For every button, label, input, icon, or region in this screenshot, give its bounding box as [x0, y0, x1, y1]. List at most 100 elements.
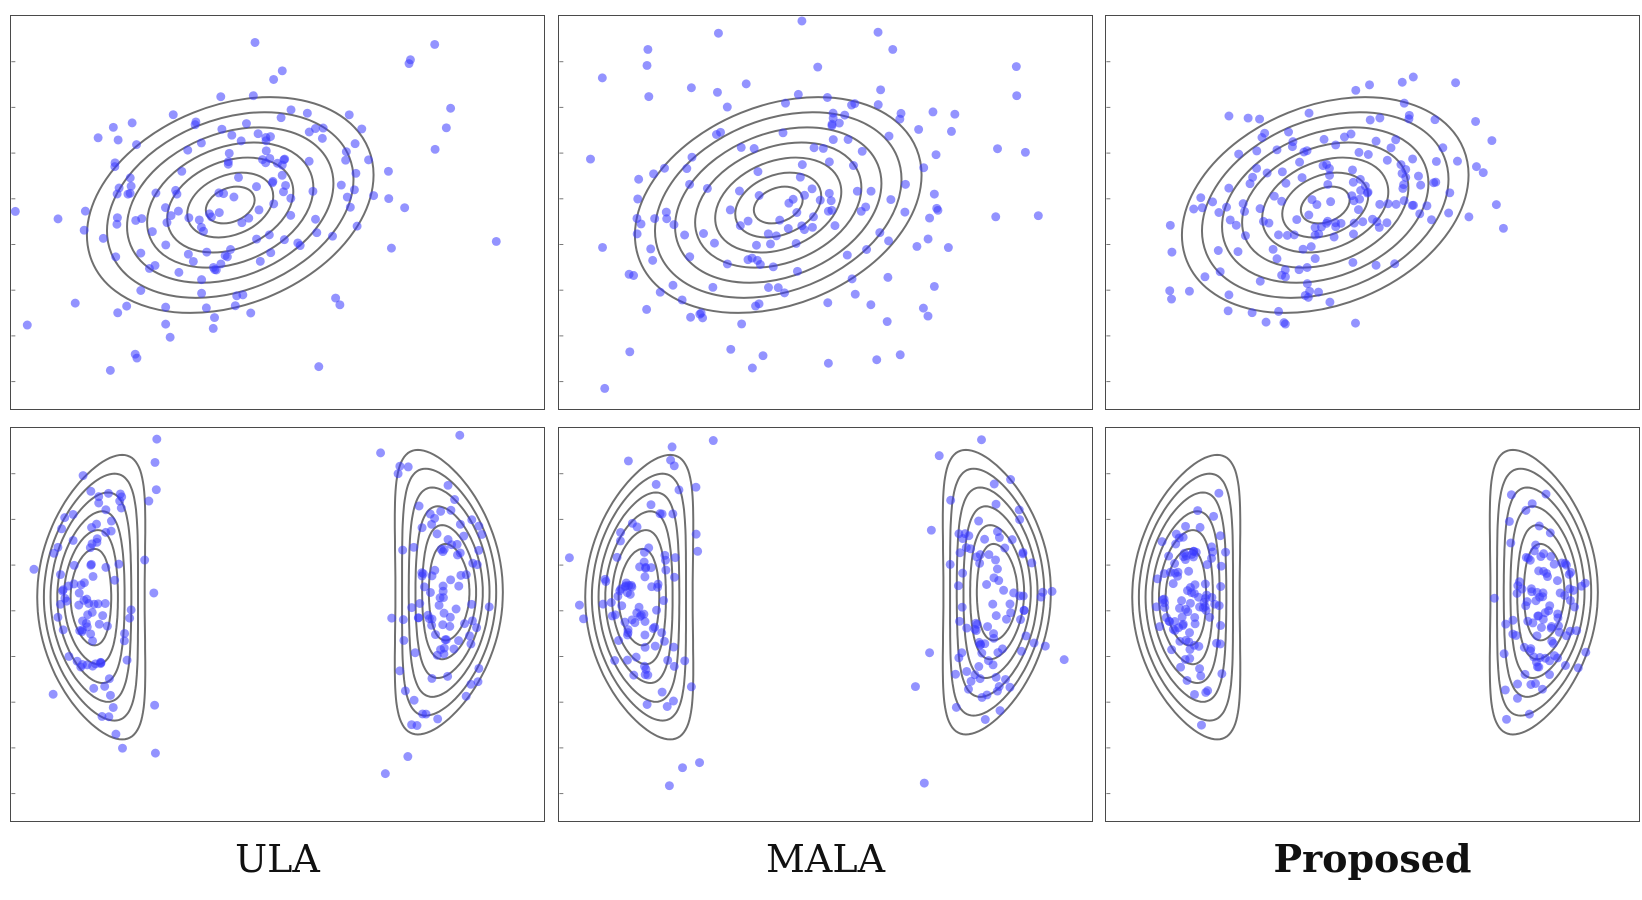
- sample-point: [646, 244, 656, 254]
- sample-point: [1161, 613, 1171, 623]
- sample-point: [1322, 159, 1332, 169]
- sample-point: [1326, 197, 1336, 207]
- sample-point: [1565, 626, 1575, 636]
- sample-point: [393, 469, 403, 479]
- sample-point: [1214, 488, 1224, 498]
- sample-point: [1277, 167, 1287, 177]
- sample-point: [455, 519, 465, 529]
- sample-point: [136, 248, 146, 258]
- sample-point: [217, 124, 227, 134]
- sample-point: [722, 259, 732, 269]
- sample-point: [395, 666, 405, 676]
- sample-point: [1431, 156, 1441, 166]
- sample-point: [1304, 210, 1314, 220]
- sample-point: [106, 526, 116, 536]
- sample-point: [477, 529, 487, 539]
- sample-point: [919, 778, 929, 788]
- contour-right-3: [1502, 486, 1586, 698]
- sample-point: [842, 250, 852, 260]
- sample-point: [861, 202, 871, 212]
- sample-point: [708, 436, 718, 446]
- sample-point: [269, 74, 279, 84]
- sample-point: [664, 781, 674, 791]
- sample-point: [136, 286, 146, 295]
- sample-point: [1524, 709, 1534, 719]
- sample-point: [955, 548, 965, 558]
- sample-point: [983, 622, 993, 632]
- sample-point: [994, 682, 1004, 691]
- sample-point: [934, 451, 944, 461]
- sample-point: [919, 163, 929, 173]
- sample-point: [901, 179, 910, 189]
- sample-point: [317, 133, 327, 143]
- sample-point: [674, 485, 684, 495]
- sample-point: [646, 563, 656, 573]
- sample-point: [115, 496, 125, 506]
- sample-point: [110, 575, 120, 585]
- sample-point: [88, 571, 98, 581]
- sample-point: [281, 180, 291, 190]
- sample-point: [648, 255, 658, 265]
- sample-point: [436, 544, 446, 554]
- sample-point: [823, 206, 833, 216]
- sample-point: [342, 192, 352, 202]
- panel-ula-banana: [10, 427, 545, 822]
- sample-point: [383, 166, 393, 176]
- sample-point: [11, 206, 20, 216]
- sample-point: [350, 139, 360, 149]
- sample-point: [93, 133, 103, 143]
- sample-point: [636, 219, 646, 229]
- sample-point: [722, 102, 732, 112]
- sample-point: [312, 228, 322, 238]
- sample-point: [795, 172, 805, 182]
- sample-point: [430, 144, 440, 154]
- sample-point: [272, 158, 282, 168]
- sample-point: [884, 131, 894, 141]
- sample-point: [1247, 308, 1257, 318]
- sample-point: [691, 529, 701, 539]
- sample-point: [606, 598, 616, 607]
- sample-point: [686, 312, 696, 322]
- sample-point: [872, 355, 882, 365]
- contour-line-2: [1201, 111, 1450, 299]
- sample-point: [791, 238, 801, 248]
- sample-point: [1306, 242, 1316, 252]
- sample-point: [1351, 318, 1360, 328]
- sample-point: [1196, 193, 1206, 203]
- sample-point: [639, 609, 649, 619]
- sample-point: [230, 301, 240, 311]
- sample-point: [613, 591, 623, 601]
- sample-point: [1184, 566, 1194, 576]
- sample-point: [472, 623, 482, 633]
- sample-point: [1398, 183, 1408, 193]
- sample-point: [110, 162, 120, 172]
- sample-point: [126, 605, 136, 615]
- sample-point: [310, 124, 320, 134]
- sample-point: [991, 212, 1001, 222]
- sample-point: [926, 525, 936, 535]
- sample-point: [387, 613, 397, 623]
- sample-point: [255, 256, 265, 266]
- sample-point: [1165, 220, 1175, 230]
- sample-point: [989, 479, 999, 489]
- sample-point: [807, 222, 817, 232]
- sample-point: [1390, 259, 1400, 269]
- sample-point: [962, 623, 972, 633]
- contour-line-4: [694, 141, 863, 269]
- contour-left-4: [1151, 510, 1221, 684]
- sample-point: [678, 763, 688, 773]
- sample-point: [87, 607, 97, 617]
- sample-point: [1542, 568, 1552, 578]
- sample-point: [132, 140, 141, 150]
- sample-point: [1203, 686, 1213, 696]
- sample-point: [1215, 639, 1225, 649]
- sample-point: [661, 207, 671, 217]
- sample-point: [1017, 646, 1026, 656]
- sample-point: [386, 243, 396, 253]
- sample-point: [753, 167, 763, 177]
- sample-point: [945, 559, 955, 569]
- sample-point: [1152, 602, 1161, 612]
- sample-point: [1289, 230, 1299, 240]
- sample-point: [210, 265, 220, 275]
- sample-point: [454, 636, 464, 646]
